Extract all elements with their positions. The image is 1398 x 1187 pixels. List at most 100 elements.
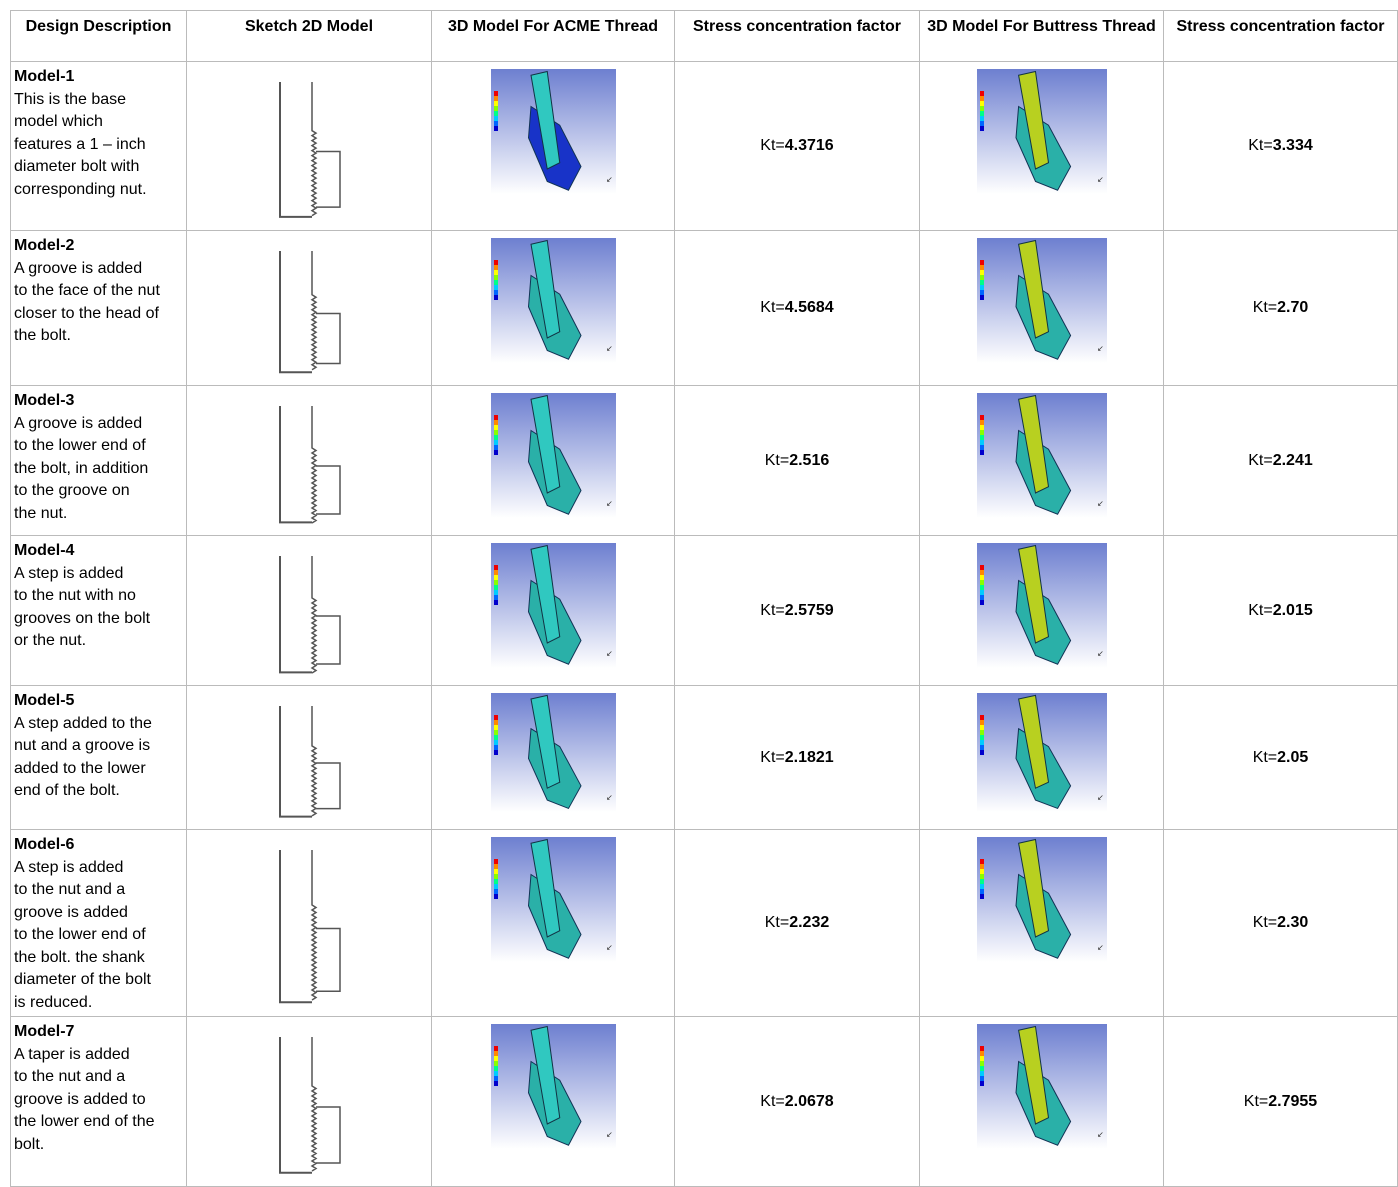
description-cell: Model-5A step added to thenut and a groo… bbox=[10, 686, 187, 830]
description-line: to the lower end of bbox=[14, 435, 186, 458]
kt-prefix: Kt= bbox=[1248, 602, 1272, 620]
bolt-outline bbox=[280, 1037, 312, 1173]
fea-image: ↙ bbox=[491, 1024, 616, 1149]
legend-swatch bbox=[980, 96, 984, 101]
kt-prefix: Kt= bbox=[765, 452, 789, 470]
nut-outline bbox=[316, 1107, 340, 1163]
description-line: A step is added bbox=[14, 857, 186, 880]
legend-swatch bbox=[980, 859, 984, 864]
legend-swatch bbox=[980, 735, 984, 740]
legend-swatch bbox=[494, 575, 498, 580]
axis-icon: ↙ bbox=[1097, 1130, 1104, 1139]
kt-prefix: Kt= bbox=[760, 1093, 784, 1111]
legend-swatch bbox=[494, 735, 498, 740]
header-cell: 3D Model For Buttress Thread bbox=[920, 10, 1164, 62]
fea-image: ↙ bbox=[491, 693, 616, 812]
bolt-outline bbox=[280, 556, 312, 672]
header-cell: Stress concentration factor bbox=[1164, 10, 1398, 62]
description-line: groove is added bbox=[14, 902, 186, 925]
legend-swatch bbox=[494, 725, 498, 730]
legend-swatch bbox=[980, 101, 984, 106]
legend-swatch bbox=[494, 275, 498, 280]
description-line: or the nut. bbox=[14, 630, 186, 653]
description-line: closer to the head of bbox=[14, 303, 186, 326]
legend-swatch bbox=[980, 585, 984, 590]
legend-swatch bbox=[980, 415, 984, 420]
model-title: Model-5 bbox=[14, 690, 186, 713]
kt-value: 2.0678 bbox=[785, 1093, 834, 1111]
legend-swatch bbox=[980, 450, 984, 455]
legend-swatch bbox=[494, 869, 498, 874]
kt-value: 2.70 bbox=[1277, 299, 1308, 317]
fea-image: ↙ bbox=[977, 693, 1107, 812]
kt-cell: Kt=2.516 bbox=[675, 386, 920, 536]
legend-swatch bbox=[494, 111, 498, 116]
legend-swatch bbox=[980, 435, 984, 440]
description-line: to the nut and a bbox=[14, 879, 186, 902]
description-line: diameter bolt with bbox=[14, 156, 186, 179]
kt-value: 2.30 bbox=[1277, 914, 1308, 932]
sketch bbox=[260, 1037, 360, 1177]
legend-swatch bbox=[980, 570, 984, 575]
axis-icon: ↙ bbox=[1097, 649, 1104, 658]
fea-image: ↙ bbox=[491, 837, 616, 962]
description-line: the bolt. bbox=[14, 325, 186, 348]
axis-icon: ↙ bbox=[606, 1130, 613, 1139]
kt-cell: Kt=2.241 bbox=[1164, 386, 1398, 536]
legend-swatch bbox=[980, 290, 984, 295]
legend-swatch bbox=[494, 121, 498, 126]
axis-icon: ↙ bbox=[606, 649, 613, 658]
nut-outline bbox=[316, 929, 340, 992]
fea-image: ↙ bbox=[491, 543, 616, 668]
kt-value: 4.3716 bbox=[785, 137, 834, 155]
kt-value: 2.1821 bbox=[785, 749, 834, 767]
legend-swatch bbox=[494, 565, 498, 570]
legend-swatch bbox=[494, 864, 498, 869]
legend-swatch bbox=[980, 874, 984, 879]
legend-swatch bbox=[494, 580, 498, 585]
thread bbox=[312, 406, 316, 523]
kt-cell: Kt=4.3716 bbox=[675, 62, 920, 231]
legend-swatch bbox=[980, 740, 984, 745]
kt-cell: Kt=3.334 bbox=[1164, 62, 1398, 231]
legend-swatch bbox=[980, 116, 984, 121]
legend-swatch bbox=[980, 280, 984, 285]
legend-swatch bbox=[980, 425, 984, 430]
legend-swatch bbox=[494, 570, 498, 575]
legend-swatch bbox=[980, 265, 984, 270]
description-line: to the nut with no bbox=[14, 585, 186, 608]
legend-swatch bbox=[494, 420, 498, 425]
kt-cell: Kt=2.0678 bbox=[675, 1017, 920, 1187]
thread bbox=[312, 251, 316, 370]
kt-cell: Kt=2.7955 bbox=[1164, 1017, 1398, 1187]
kt-prefix: Kt= bbox=[1253, 914, 1277, 932]
description-line: groove is added to bbox=[14, 1089, 186, 1112]
model-title: Model-6 bbox=[14, 834, 186, 857]
description-line: the bolt, in addition bbox=[14, 458, 186, 481]
description-line: the bolt. the shank bbox=[14, 947, 186, 970]
legend-swatch bbox=[980, 126, 984, 131]
legend-swatch bbox=[980, 720, 984, 725]
kt-value: 4.5684 bbox=[785, 299, 834, 317]
sketch bbox=[260, 406, 360, 526]
legend-swatch bbox=[494, 450, 498, 455]
legend-swatch bbox=[980, 445, 984, 450]
header-cell: Design Description bbox=[10, 10, 187, 62]
description-line: corresponding nut. bbox=[14, 179, 186, 202]
model-title: Model-2 bbox=[14, 235, 186, 258]
axis-icon: ↙ bbox=[1097, 943, 1104, 952]
kt-prefix: Kt= bbox=[765, 914, 789, 932]
description-line: diameter of the bolt bbox=[14, 969, 186, 992]
legend-swatch bbox=[494, 1081, 498, 1086]
legend-swatch bbox=[980, 121, 984, 126]
kt-value: 2.241 bbox=[1273, 452, 1313, 470]
kt-cell: Kt=2.1821 bbox=[675, 686, 920, 830]
sketch bbox=[260, 706, 360, 820]
thread bbox=[312, 706, 316, 816]
legend-swatch bbox=[494, 430, 498, 435]
thread bbox=[312, 82, 316, 216]
nut-outline bbox=[316, 466, 340, 514]
axis-icon: ↙ bbox=[606, 793, 613, 802]
description-line: to the groove on bbox=[14, 480, 186, 503]
